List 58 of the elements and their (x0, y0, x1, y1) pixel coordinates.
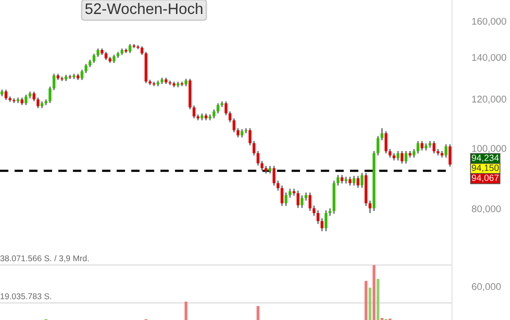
candlestick (416, 140, 420, 154)
candlestick (400, 150, 404, 164)
candlestick (80, 69, 84, 81)
candlestick (192, 105, 196, 119)
candlestick (396, 150, 400, 161)
candlestick (24, 94, 28, 106)
candlestick (380, 128, 384, 141)
candlestick (296, 190, 300, 209)
candlestick (284, 192, 288, 206)
candlestick (260, 160, 264, 172)
candlestick (276, 180, 280, 192)
candlestick (352, 175, 356, 186)
candlestick (84, 63, 88, 74)
candlestick (316, 210, 320, 224)
candlestick (280, 185, 284, 206)
candlestick (320, 218, 324, 232)
candlestick (232, 118, 236, 133)
candlestick (368, 200, 372, 214)
annotation: 52-Wochen-Hoch (85, 2, 202, 14)
candlestick (420, 140, 424, 151)
candlestick (32, 91, 36, 102)
candlestick (444, 144, 448, 158)
y-tick-label: 100,000 (472, 145, 506, 154)
candlestick (360, 172, 364, 188)
y-tick-label: 120,000 (472, 96, 506, 104)
candlestick (252, 140, 256, 156)
text: 94,234 (472, 154, 499, 162)
candlestick (336, 174, 340, 186)
candlestick (384, 130, 388, 154)
candlestick (312, 205, 316, 216)
candlestick (228, 110, 232, 123)
candlestick (92, 53, 96, 64)
candlestick (52, 73, 56, 91)
candlestick (308, 192, 312, 212)
candlestick (300, 194, 304, 209)
text: 94,067 (472, 174, 499, 182)
text: 94,150 (472, 164, 499, 172)
y-tick-label: 80,000 (472, 205, 501, 214)
y-tick-label: 140,000 (472, 54, 506, 62)
ref-line-label: 19.035.783 S. (0, 293, 52, 300)
candlestick (376, 136, 380, 156)
candlestick (404, 150, 408, 164)
candlestick (248, 128, 252, 146)
y-tick-label: 60,000 (472, 283, 501, 292)
candlestick (256, 150, 260, 166)
candlestick (432, 140, 436, 154)
candlestick (216, 102, 220, 114)
candlestick (356, 175, 360, 188)
candlestick (224, 100, 228, 116)
candlestick (36, 97, 40, 109)
candlestick (4, 89, 8, 101)
candlestick (324, 210, 328, 232)
candlestick (448, 144, 452, 168)
candlestick (272, 165, 276, 186)
ref-line-label: 38.071.566 S. / 3,9 Mrd. (0, 255, 89, 262)
candlestick (48, 86, 52, 104)
y-tick-label: 160,000 (472, 18, 506, 26)
candlestick (236, 128, 240, 138)
